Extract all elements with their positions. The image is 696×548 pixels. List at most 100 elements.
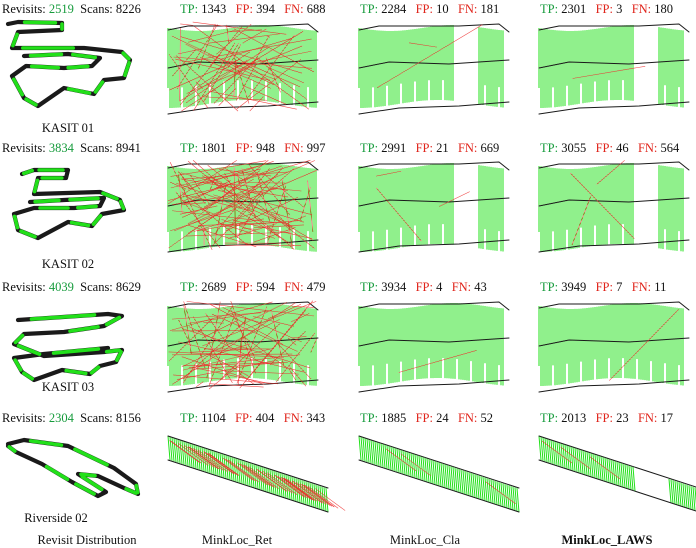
false-match-line xyxy=(189,446,220,470)
true-match-line xyxy=(410,453,414,478)
true-match-line xyxy=(235,458,239,483)
revisit-segment xyxy=(51,347,101,355)
tp-value: 2013 xyxy=(561,411,587,425)
track-line xyxy=(538,459,696,512)
match-visualization xyxy=(538,435,696,512)
true-match-line xyxy=(542,437,546,462)
true-match-line xyxy=(566,445,570,470)
track-line xyxy=(167,23,319,33)
true-match-line xyxy=(462,470,466,495)
track-line xyxy=(167,435,329,489)
tp-value: 2284 xyxy=(381,2,407,16)
fn-value: 17 xyxy=(660,411,674,425)
false-match-line xyxy=(187,446,219,469)
fn-label: FN: xyxy=(631,2,652,16)
revisits-value: 4039 xyxy=(48,280,74,294)
false-match-line xyxy=(303,484,335,508)
true-match-line xyxy=(175,438,179,463)
false-match-line xyxy=(183,301,206,368)
method-stats: TP: 3934 FP: 4 FN: 43 xyxy=(360,280,487,294)
method-stats: TP: 1885 FP: 24 FN: 52 xyxy=(360,411,493,425)
track-line xyxy=(167,161,319,171)
true-match-line xyxy=(486,478,490,503)
false-match-line xyxy=(168,351,284,358)
false-match-line xyxy=(167,185,228,201)
tp-label: TP: xyxy=(360,141,379,155)
true-match-line xyxy=(396,448,400,473)
false-match-line xyxy=(290,313,310,323)
false-match-line xyxy=(208,453,240,476)
true-match-line xyxy=(388,445,392,470)
revisit-segment xyxy=(101,191,119,201)
column-title-revisit-distribution: Revisit Distribution xyxy=(37,533,137,547)
true-match-line xyxy=(474,474,478,499)
match-visualization xyxy=(358,23,510,115)
match-visualization xyxy=(167,159,319,253)
false-match-line xyxy=(193,42,236,111)
false-match-line xyxy=(228,459,259,483)
true-match-line xyxy=(682,483,686,508)
true-match-line xyxy=(440,463,444,488)
false-match-line xyxy=(375,170,402,177)
false-match-line xyxy=(209,383,264,388)
track-line xyxy=(167,301,319,311)
revisit-segment xyxy=(66,64,90,70)
match-visualization xyxy=(538,160,690,253)
true-match-line xyxy=(602,457,606,482)
false-match-line xyxy=(292,480,323,504)
fp-value: 24 xyxy=(436,411,449,425)
false-match-line xyxy=(192,160,295,250)
true-match-line xyxy=(686,484,690,509)
true-match-line xyxy=(624,464,628,489)
true-match-line xyxy=(424,457,428,482)
false-match-line xyxy=(214,206,238,234)
true-match-line xyxy=(470,472,474,498)
true-match-line xyxy=(360,436,364,461)
false-match-line xyxy=(240,463,271,487)
false-match-line xyxy=(172,188,277,206)
false-match-line xyxy=(187,174,279,234)
false-match-line xyxy=(183,305,233,384)
revisit-segment xyxy=(19,229,37,239)
false-match-line xyxy=(179,67,235,102)
false-match-line xyxy=(175,54,239,112)
fn-value: 181 xyxy=(480,2,500,16)
true-match-line xyxy=(251,463,255,488)
false-match-line xyxy=(206,301,221,378)
true-match-line xyxy=(608,459,612,484)
false-match-line xyxy=(175,58,271,81)
false-match-line xyxy=(170,209,235,232)
true-match-line xyxy=(556,441,560,466)
true-match-line xyxy=(590,453,594,478)
track-line xyxy=(538,23,690,33)
true-match-line xyxy=(626,464,630,490)
true-match-line xyxy=(191,443,195,468)
tp-value: 2991 xyxy=(381,141,407,155)
false-match-line xyxy=(236,306,268,384)
false-match-line xyxy=(192,316,233,384)
false-match-line xyxy=(182,171,289,180)
false-match-line xyxy=(203,321,224,324)
true-match-line xyxy=(193,444,197,469)
true-match-line xyxy=(323,487,327,512)
false-match-line xyxy=(207,452,238,476)
true-match-line xyxy=(287,475,291,500)
fp-label: FP: xyxy=(415,411,433,425)
fp-value: 394 xyxy=(256,2,275,16)
true-match-line xyxy=(307,482,311,507)
false-match-line xyxy=(222,457,254,481)
revisit-segment xyxy=(13,358,23,372)
track-line xyxy=(358,101,510,115)
true-match-line xyxy=(237,459,241,484)
true-match-line xyxy=(464,470,468,496)
false-match-line xyxy=(541,440,573,464)
true-match-line xyxy=(311,483,315,508)
revisit-segment xyxy=(66,87,92,95)
false-match-line xyxy=(232,220,313,239)
revisit-segment xyxy=(115,349,123,362)
true-match-line xyxy=(209,449,213,474)
track-line xyxy=(358,59,510,69)
false-match-line xyxy=(176,360,275,380)
false-match-line xyxy=(205,181,302,192)
revisit-segment xyxy=(24,97,38,107)
